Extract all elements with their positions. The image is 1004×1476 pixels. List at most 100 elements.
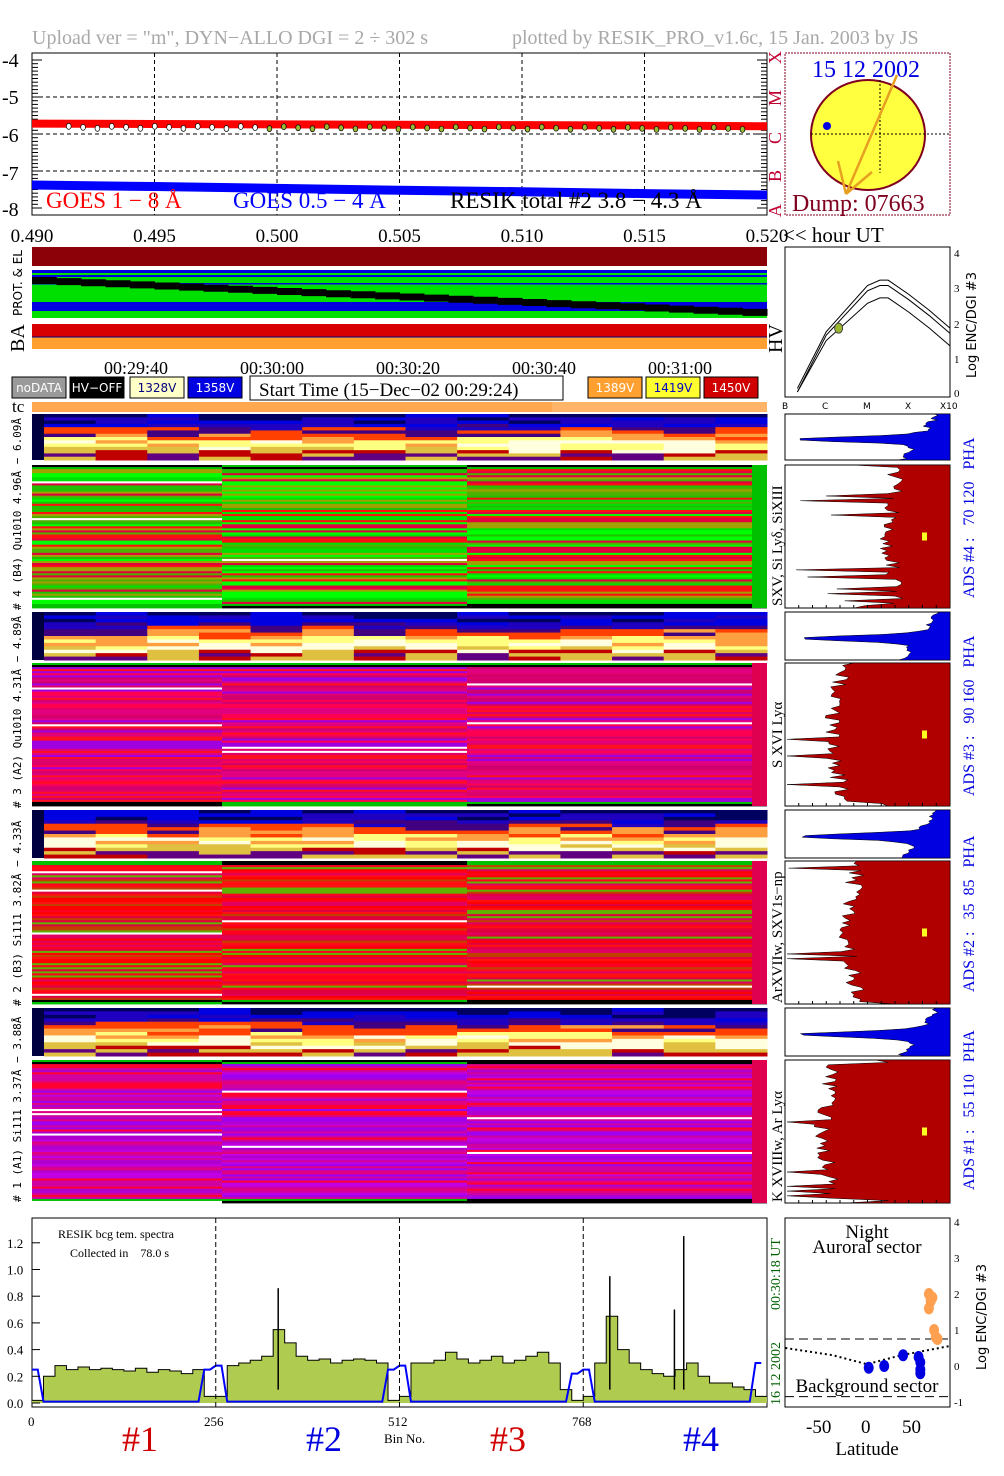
pha-cell [44,625,97,630]
pha-cell [147,1011,200,1016]
spectrogram-row [32,775,222,778]
class-B: B [765,170,785,182]
spectrogram-row [222,524,467,527]
spectrogram-row [467,916,767,919]
pha-cell [612,837,665,842]
resik-point [338,124,344,132]
spectrogram-row [222,1194,467,1198]
spectrogram-row [222,889,467,893]
x-tick: M [863,402,871,412]
spectrogram-row [32,516,222,519]
pha-cell [44,1018,97,1023]
spectrogram-row [467,471,767,474]
channel-1 [32,1007,951,1204]
pha-cell [353,646,406,651]
spectrogram-row [222,1121,467,1124]
flare-location-dot [823,122,831,130]
channel-2-ads: ADS #2 : 35 85 PHA [961,835,978,992]
pha-cell [715,440,768,445]
pha-cell [302,820,355,825]
spectrogram-row [467,1156,767,1159]
pha-cell [612,830,665,835]
spectrogram-row [222,969,467,972]
spectrogram-row [222,585,467,588]
class-M: M [765,90,785,106]
spectrogram-row [222,663,467,666]
spectrogram-row [32,918,222,921]
pha-cell [457,1008,510,1012]
spectrogram-row [222,979,467,982]
pha-cell [353,414,406,418]
pha-cell [405,827,458,832]
auroral-point [923,1302,934,1315]
spectrogram-row [222,467,467,470]
pha-cell [353,1035,406,1040]
pha-spectrogram [32,810,768,859]
pha-cell [560,417,613,422]
spectrogram-row [32,1180,222,1183]
spectrogram-row [222,577,467,580]
resik-point [381,124,387,132]
spectrogram-row [467,891,767,895]
legend-box-HV−OFF: HV−OFF [69,376,125,399]
line-histogram [784,860,951,1005]
spectrogram-row [467,979,767,982]
spectrogram-row [222,907,467,911]
pha-cell [302,827,355,832]
hv-y-ticks: 4 3 2 1 0 [954,248,960,400]
spectrogram-row [467,665,767,668]
sun-date: 15 12 2002 [812,57,920,83]
spectrogram-row [32,773,222,776]
spectrogram-row [32,899,222,903]
spectrogram-row [222,542,467,546]
spectrogram-row [32,601,222,605]
pha-cell [198,840,252,845]
spectrogram-row [32,1123,222,1126]
pha-cell [405,834,458,838]
spectrogram-row [467,520,767,523]
spectrogram-row [32,471,222,474]
pha-cell [405,629,458,634]
spectrogram-row [467,483,767,486]
pha-cell [457,1035,510,1040]
spectrogram-row [222,573,467,576]
spectrogram-row [467,997,767,1001]
pha-cell [353,618,406,623]
spectrogram-row [222,875,467,878]
spectrogram-row [32,707,222,711]
spectrogram-row [32,914,222,917]
spectrogram-row [32,495,222,499]
spectrogram-row [467,681,767,684]
hv-curve-3 [796,297,951,393]
pha-cell [405,649,458,654]
pha-cell [663,453,716,458]
spectrogram-row [222,689,467,692]
spectrogram-row [222,483,467,486]
spectrogram-row [467,1123,767,1126]
spectrogram-row [32,701,222,705]
pha-cell [560,1011,613,1016]
spectrogram-row [467,540,767,544]
spectrogram-row [32,1064,222,1067]
spectrogram-row [467,1153,767,1157]
spectrogram-row [467,881,767,884]
spectrogram-row [32,959,222,962]
pha-cell [508,636,561,640]
spectrogram-row [222,528,467,531]
spectrogram-row [222,934,467,937]
spectrogram-row [222,548,467,552]
y-tick: 1.2 [7,1236,23,1251]
spectrogram-row [32,665,222,668]
spectrogram-row [222,1147,467,1151]
pha-cell [405,1035,458,1040]
latitude-marks [785,1288,950,1398]
channel-1-lines: K XVIIIw, Ar Lyα [770,1091,786,1202]
pha-cell [663,1052,716,1057]
pha-cell [353,629,406,634]
pha-cell [457,420,510,425]
hv-label: HV [765,324,787,353]
pha-cell [457,844,510,849]
spectrogram-row [467,748,767,752]
pha-cell [353,615,406,620]
pha-cell [457,1049,510,1054]
